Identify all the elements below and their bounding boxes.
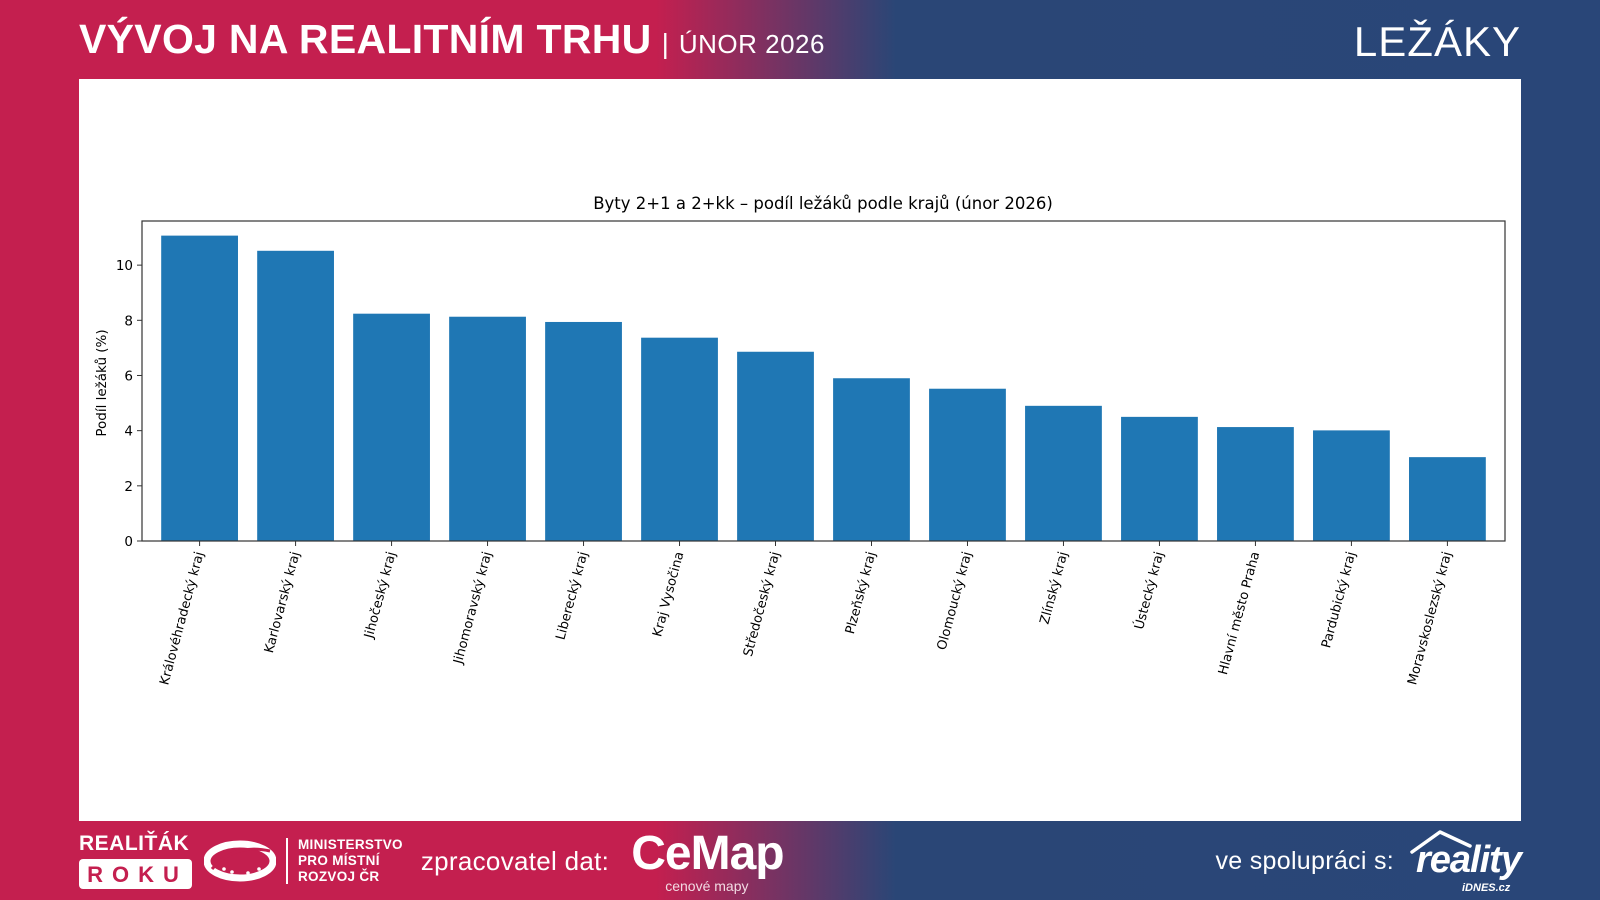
bar — [1313, 430, 1390, 541]
y-tick-label: 8 — [124, 313, 133, 329]
x-tick-label: Jihomoravský kraj — [451, 550, 496, 666]
x-tick-label: Ústecký kraj — [1131, 550, 1167, 631]
bar — [833, 378, 910, 541]
x-tick-label: Moravskoslezský kraj — [1405, 550, 1455, 687]
cemap-tagline: cenové mapy — [665, 878, 749, 894]
bar — [1025, 405, 1102, 541]
bar — [545, 321, 622, 541]
partner-label: ve spolupráci s: — [1215, 846, 1394, 875]
ministry-line: MINISTERSTVO — [298, 837, 403, 852]
bar — [737, 351, 814, 541]
bar — [161, 235, 238, 541]
chart-title: Byty 2+1 a 2+kk – podíl ležáků podle kra… — [593, 194, 1053, 213]
y-ticks-group: 0 2 4 6 8 10 — [116, 258, 142, 550]
bar — [929, 388, 1006, 541]
realitak-logo-top: REALIŤÁK — [79, 832, 190, 855]
x-ticks-group: Královéhradecký kraj Karlovarský kraj Jiho… — [157, 541, 1455, 687]
plot-frame — [141, 220, 1506, 542]
y-axis-label: Podíl ležáků (%) — [94, 329, 110, 436]
footer-right-group: ve spolupráci s: reality iDNES.cz — [1216, 826, 1522, 896]
x-tick-label: Plzeňský kraj — [843, 550, 879, 636]
period-label: ÚNOR 2026 — [678, 29, 825, 59]
ministry-name: MINISTERSTVO PRO MÍSTNÍ ROZVOJ ČR — [298, 837, 403, 885]
bars-group — [161, 235, 1486, 542]
y-tick-label: 4 — [124, 424, 133, 440]
cemap-logo-text: CeMap — [631, 827, 784, 880]
x-tick-label: Zlínský kraj — [1038, 550, 1072, 626]
x-tick-label: Středočeský kraj — [741, 550, 783, 658]
title-separator: | — [661, 28, 669, 59]
bar — [353, 313, 430, 541]
reality-logo-text: reality — [1416, 839, 1522, 881]
x-tick-label: Liberecký kraj — [553, 550, 591, 641]
y-tick-label: 6 — [124, 368, 133, 384]
realitak-roku-logo: REALIŤÁK ROKU — [79, 833, 194, 889]
y-tick-label: 0 — [124, 534, 133, 550]
chart-panel: Byty 2+1 a 2+kk – podíl ležáků podle kra… — [79, 79, 1521, 821]
footer: REALIŤÁK ROKU MINISTERSTVO PRO MÍSTNÍ RO… — [79, 822, 1522, 900]
y-tick-label: 10 — [116, 258, 133, 274]
bar — [1409, 457, 1486, 541]
x-tick-label: Hlavní město Praha — [1216, 550, 1263, 676]
ministry-emblem-icon — [204, 840, 276, 882]
bar — [1121, 416, 1198, 541]
bar — [449, 316, 526, 541]
house-icon — [1410, 830, 1472, 854]
x-tick-label: Olomoucký kraj — [935, 550, 976, 652]
section-title: LEŽÁKY — [1353, 18, 1521, 65]
footer-left-group: REALIŤÁK ROKU MINISTERSTVO PRO MÍSTNÍ RO… — [79, 826, 785, 896]
x-tick-label: Královéhradecký kraj — [157, 550, 207, 687]
processor-label: zpracovatel dat: — [420, 845, 610, 876]
x-tick-label: Pardubický kraj — [1319, 550, 1359, 650]
ministry-line: PRO MÍSTNÍ — [298, 853, 380, 868]
bar — [1217, 427, 1294, 541]
ministry-line: ROZVOJ ČR — [298, 869, 380, 884]
cemap-logo: CeMap cenové mapy — [631, 826, 784, 896]
bar — [641, 337, 718, 541]
reality-idnes-logo: reality iDNES.cz — [1406, 826, 1522, 896]
y-tick-label: 2 — [124, 479, 133, 495]
reality-logo-sub: iDNES.cz — [1462, 882, 1511, 894]
bar — [257, 250, 334, 542]
realitak-logo-box: ROKU — [79, 859, 192, 889]
bar-chart: Byty 2+1 a 2+kk – podíl ležáků podle kra… — [94, 194, 1506, 687]
ministry-divider — [286, 838, 288, 884]
x-tick-label: Karlovarský kraj — [262, 550, 303, 655]
header-title: VÝVOJ NA REALITNÍM TRHU | ÚNOR 2026 — [79, 16, 825, 63]
x-tick-label: Jihočeský kraj — [362, 550, 400, 641]
page-title: VÝVOJ NA REALITNÍM TRHU — [79, 16, 652, 62]
x-tick-label: Kraj Vysočina — [650, 550, 687, 638]
